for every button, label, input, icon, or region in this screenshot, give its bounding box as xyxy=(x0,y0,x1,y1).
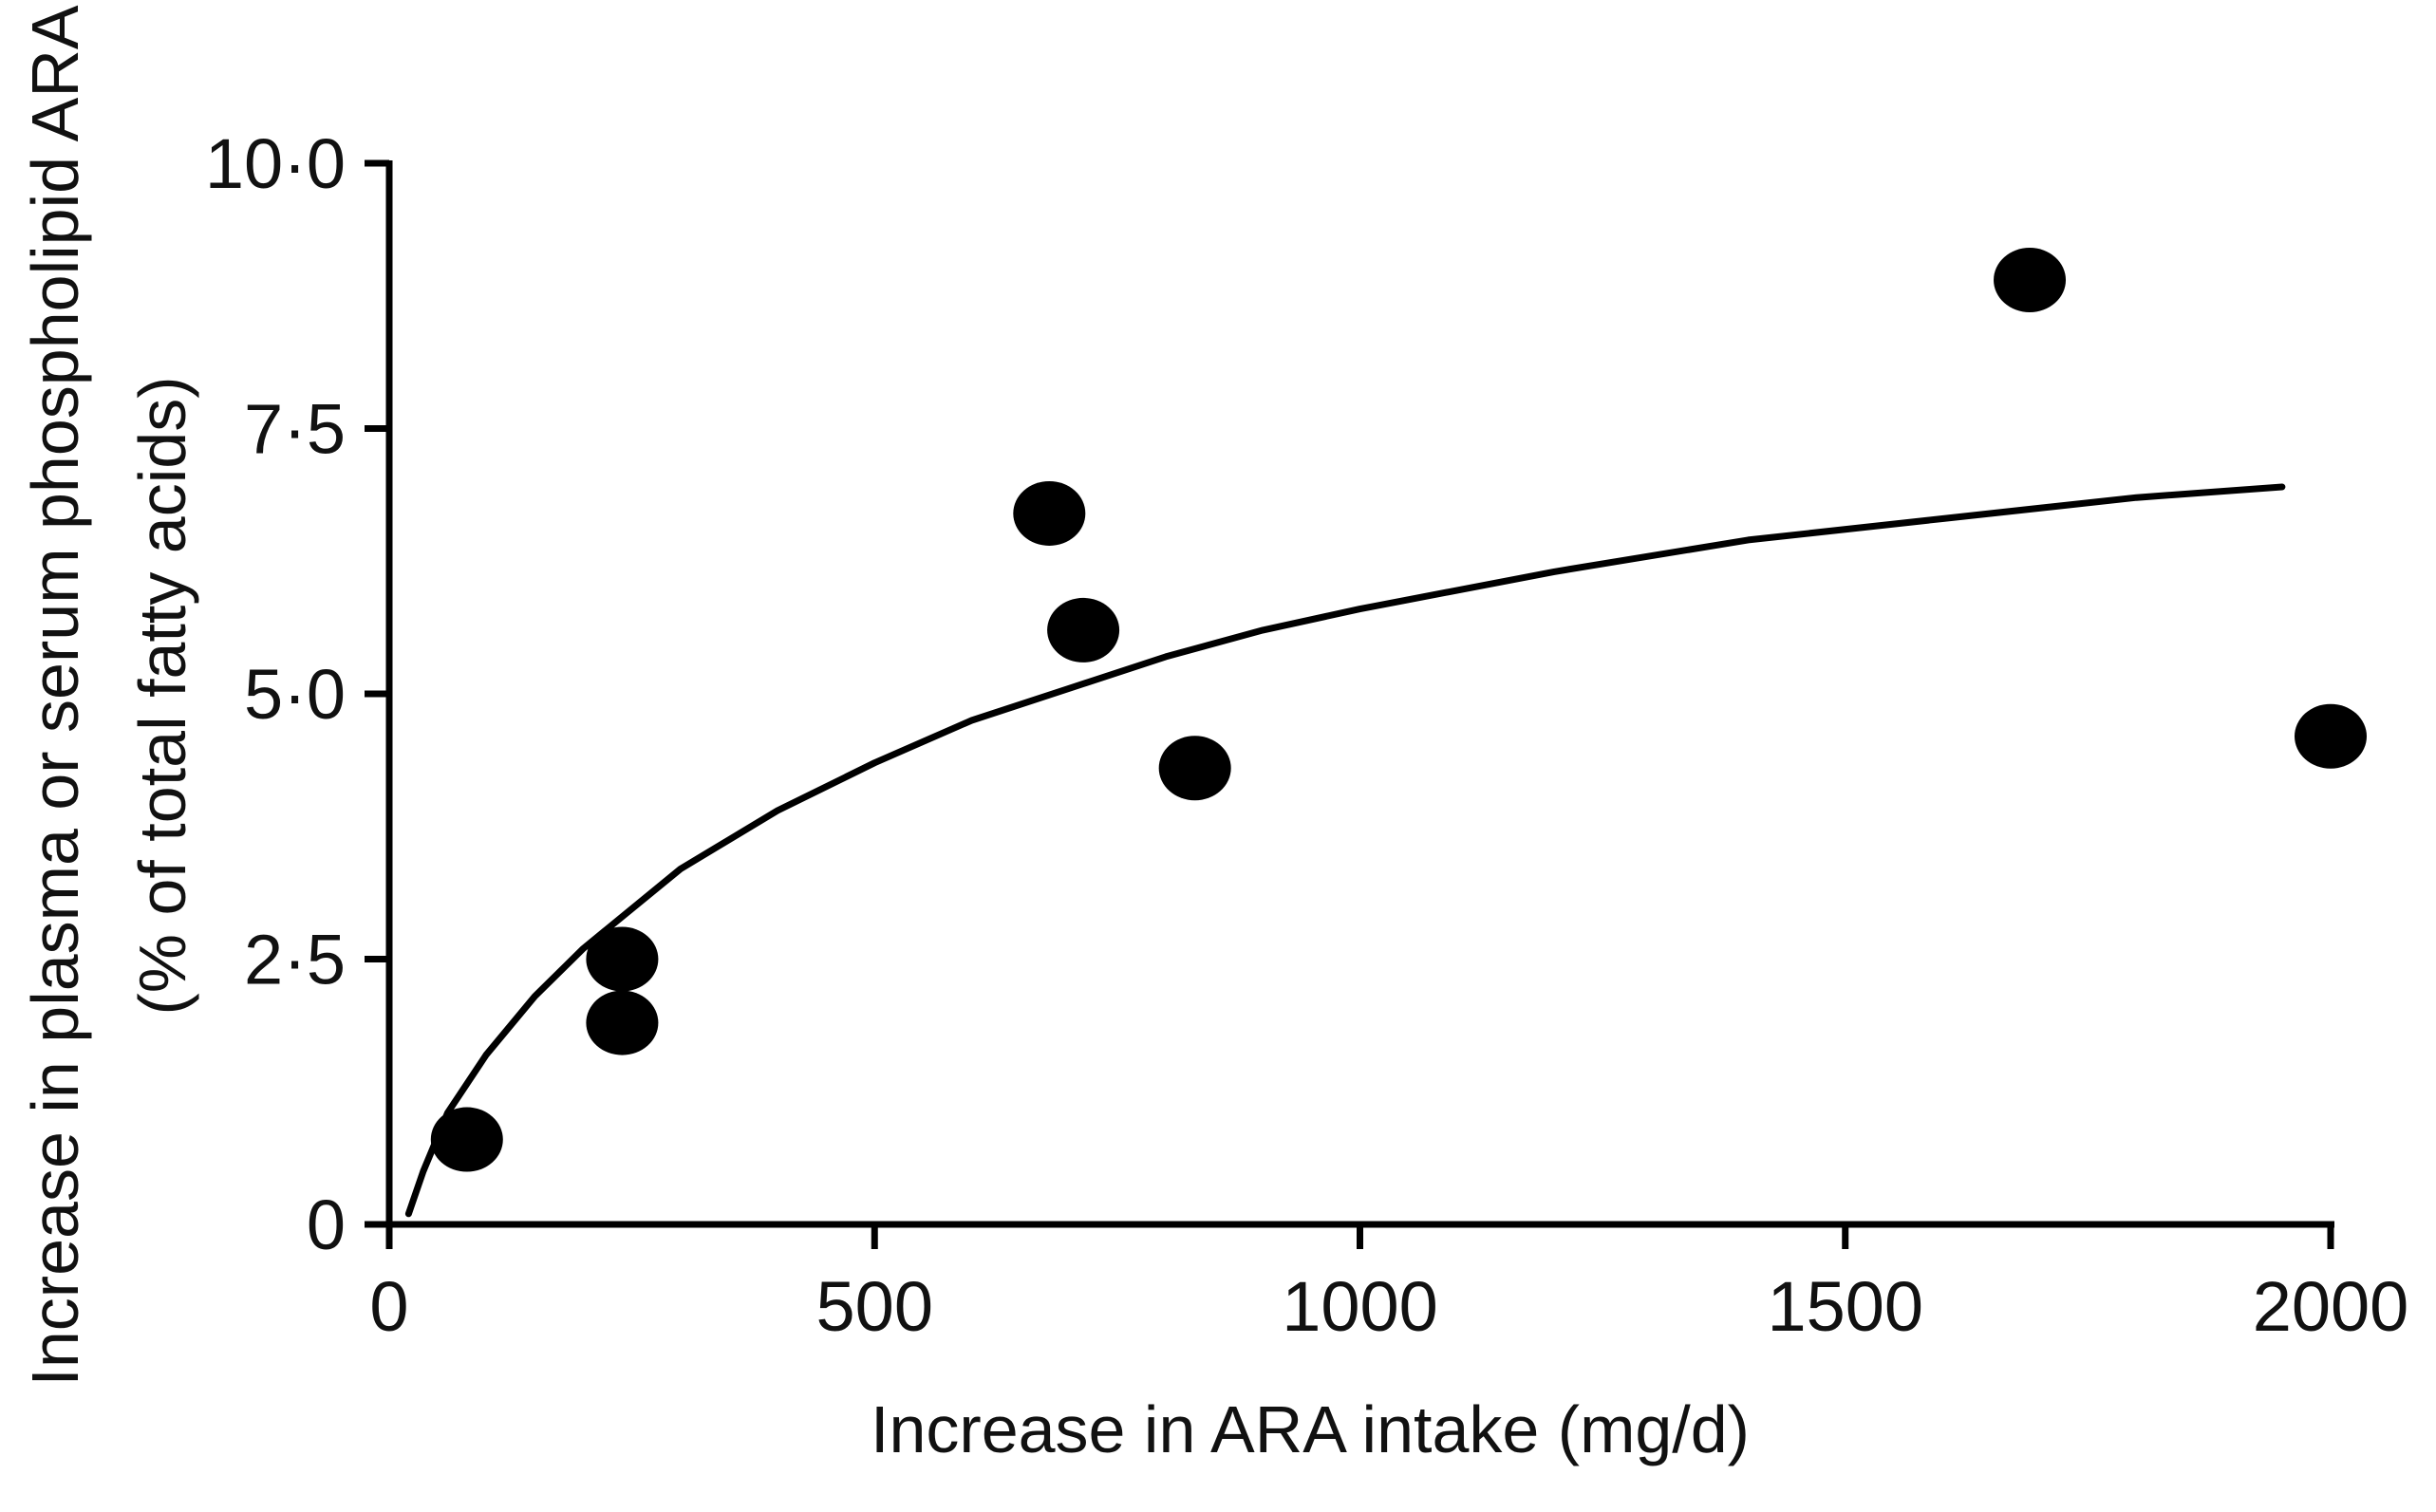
data-points xyxy=(430,247,2367,1172)
x-tick-label: 1500 xyxy=(1767,1267,1923,1346)
data-point xyxy=(1047,597,1120,663)
fitted-curve xyxy=(404,483,2286,1218)
data-point xyxy=(1994,247,2067,312)
x-axis-ticks: 0 500 1000 1500 2000 xyxy=(369,1224,2408,1346)
data-point xyxy=(1158,736,1231,801)
y-axis-title-line2: (% of total fatty acids) xyxy=(125,376,199,1015)
y-tick-label: 7·5 xyxy=(244,390,346,469)
data-point xyxy=(586,926,659,992)
x-axis-title: Increase in ARA intake (mg/d) xyxy=(871,1392,1750,1466)
x-tick-label: 500 xyxy=(816,1267,933,1346)
y-tick-label: 10·0 xyxy=(205,124,346,203)
x-tick-label: 1000 xyxy=(1282,1267,1438,1346)
y-axis-ticks: 0 2·5 5·0 7·5 10·0 xyxy=(205,124,389,1264)
data-point xyxy=(2295,703,2367,769)
y-tick-label: 2·5 xyxy=(244,921,346,999)
data-point xyxy=(1013,480,1086,546)
y-axis-title-line1: Increase in plasma or serum phospholipid… xyxy=(18,5,92,1387)
data-point xyxy=(586,990,659,1055)
y-tick-label: 0 xyxy=(307,1185,346,1264)
x-tick-label: 0 xyxy=(369,1267,408,1346)
x-tick-label: 2000 xyxy=(2253,1267,2409,1346)
y-tick-label: 5·0 xyxy=(244,655,346,734)
data-point xyxy=(430,1107,503,1172)
